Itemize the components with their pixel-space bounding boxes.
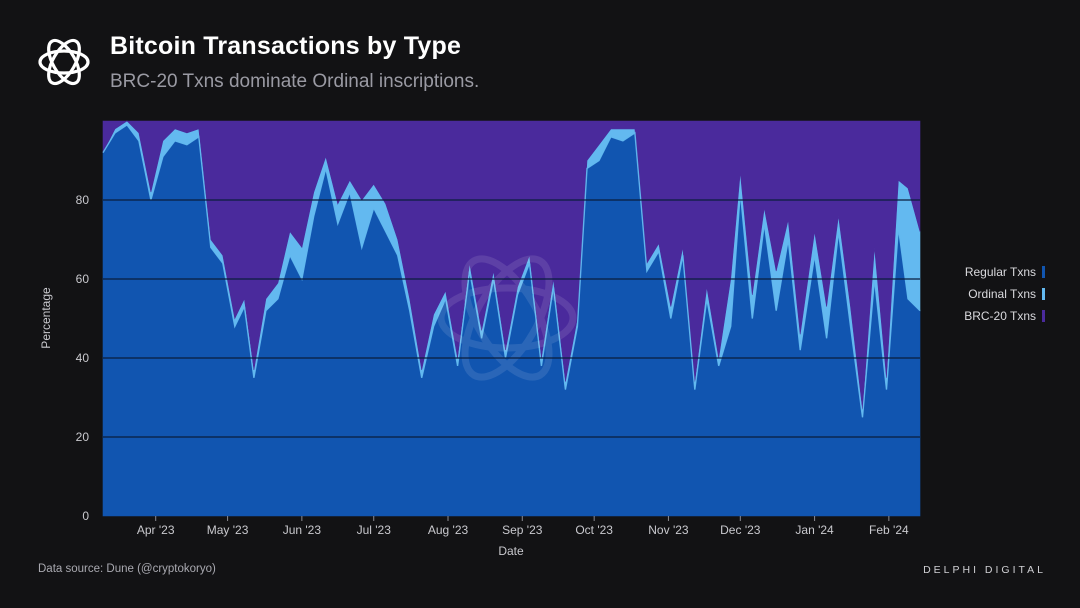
watermark-logo-icon bbox=[437, 255, 577, 381]
legend: Regular Txns Ordinal Txns BRC-20 Txns bbox=[964, 265, 1045, 323]
data-source-note: Data source: Dune (@cryptokoryo) bbox=[38, 563, 216, 575]
x-tick-label: Jun '23 bbox=[283, 523, 322, 537]
gridlines bbox=[103, 199, 920, 438]
plot-area bbox=[102, 120, 921, 517]
y-tick-label: 40 bbox=[76, 351, 90, 365]
legend-swatch bbox=[1042, 288, 1045, 300]
regular-series-edge-line bbox=[102, 123, 921, 418]
x-tick-label: May '23 bbox=[207, 523, 249, 537]
x-tick-label: Jan '24 bbox=[795, 523, 834, 537]
x-tick-label: Nov '23 bbox=[648, 523, 689, 537]
chart-subtitle: BRC-20 Txns dominate Ordinal inscription… bbox=[110, 71, 480, 92]
x-tick-label: Sep '23 bbox=[502, 523, 543, 537]
y-tick-label: 0 bbox=[82, 509, 89, 523]
legend-label: Ordinal Txns bbox=[968, 287, 1036, 301]
x-tick-label: Jul '23 bbox=[357, 523, 392, 537]
x-tick-label: Apr '23 bbox=[137, 523, 175, 537]
x-tick-label: Feb '24 bbox=[869, 523, 909, 537]
y-axis-ticks: 0 20 40 60 80 bbox=[76, 193, 90, 523]
y-tick-label: 80 bbox=[76, 193, 90, 207]
x-axis-ticks: Apr '23 May '23 Jun '23 Jul '23 Aug '23 Sep '… bbox=[137, 516, 909, 537]
legend-label: Regular Txns bbox=[965, 265, 1036, 279]
y-tick-label: 20 bbox=[76, 430, 90, 444]
x-tick-label: Oct '23 bbox=[575, 523, 613, 537]
y-axis-label: Percentage bbox=[39, 287, 53, 349]
legend-swatch bbox=[1042, 266, 1045, 278]
series-area-brc-20-txns bbox=[102, 120, 921, 410]
y-tick-label: 60 bbox=[76, 272, 90, 286]
brand-wordmark: DELPHI DIGITAL bbox=[923, 564, 1046, 576]
x-axis-label: Date bbox=[498, 544, 524, 558]
chart-title: Bitcoin Transactions by Type bbox=[110, 32, 462, 60]
legend-swatch bbox=[1042, 310, 1045, 322]
x-tick-label: Dec '23 bbox=[720, 523, 761, 537]
delphi-logo-icon bbox=[38, 38, 90, 86]
legend-label: BRC-20 Txns bbox=[964, 309, 1036, 323]
x-tick-label: Aug '23 bbox=[428, 523, 469, 537]
